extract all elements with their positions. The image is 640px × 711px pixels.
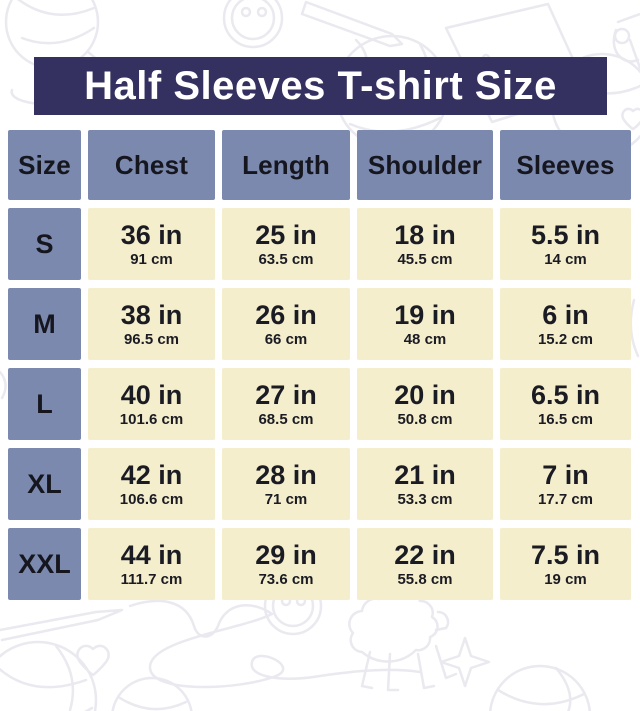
title-banner: Half Sleeves T-shirt Size bbox=[34, 57, 607, 115]
yarn-ball-icon bbox=[0, 640, 98, 711]
row-label-s: S bbox=[8, 208, 81, 280]
table-cell-m-length: 26 in 66 cm bbox=[222, 288, 350, 360]
cm-value: 71 cm bbox=[264, 490, 308, 508]
inch-value: 44 in bbox=[120, 539, 183, 570]
cm-value: 15.2 cm bbox=[537, 330, 594, 348]
yarn-string-icon bbox=[629, 298, 640, 358]
inch-value: 21 in bbox=[394, 459, 456, 490]
inch-value: 22 in bbox=[394, 539, 456, 570]
inch-value: 26 in bbox=[255, 299, 317, 330]
table-cell-l-length: 27 in 68.5 cm bbox=[222, 368, 350, 440]
cm-value: 96.5 cm bbox=[123, 330, 180, 348]
safety-pin-icon bbox=[612, 12, 640, 70]
inch-value: 42 in bbox=[120, 459, 183, 490]
cm-value: 17.7 cm bbox=[537, 490, 594, 508]
table-cell-s-sleeves: 5.5 in 14 cm bbox=[500, 208, 631, 280]
table-cell-xl-sleeves: 7 in 17.7 cm bbox=[500, 448, 631, 520]
row-label-l: L bbox=[8, 368, 81, 440]
cm-value: 106.6 cm bbox=[119, 490, 184, 508]
yarn-string-icon bbox=[128, 599, 422, 689]
table-cell-xl-chest: 42 in 106.6 cm bbox=[88, 448, 215, 520]
column-header-size: Size bbox=[8, 130, 81, 200]
inch-value: 20 in bbox=[394, 379, 456, 410]
inch-value: 7.5 in bbox=[530, 539, 601, 570]
cm-value: 66 cm bbox=[264, 330, 308, 348]
table-cell-xl-length: 28 in 71 cm bbox=[222, 448, 350, 520]
table-cell-s-chest: 36 in 91 cm bbox=[88, 208, 215, 280]
cm-value: 16.5 cm bbox=[537, 410, 594, 428]
inch-value: 25 in bbox=[255, 219, 317, 250]
cm-value: 19 cm bbox=[544, 570, 587, 588]
knitting-needle-icon bbox=[300, 0, 404, 48]
heart-icon bbox=[76, 644, 110, 677]
page-title: Half Sleeves T-shirt Size bbox=[84, 63, 557, 108]
inch-value: 36 in bbox=[120, 219, 183, 250]
table-cell-xxl-sleeves: 7.5 in 19 cm bbox=[500, 528, 631, 600]
cm-value: 45.5 cm bbox=[397, 250, 453, 268]
sparkle-icon bbox=[439, 636, 491, 688]
yarn-ball-icon bbox=[111, 676, 193, 711]
table-cell-l-sleeves: 6.5 in 16.5 cm bbox=[500, 368, 631, 440]
cm-value: 50.8 cm bbox=[397, 410, 453, 428]
table-cell-xxl-length: 29 in 73.6 cm bbox=[222, 528, 350, 600]
inch-value: 38 in bbox=[120, 299, 183, 330]
table-cell-xxl-chest: 44 in 111.7 cm bbox=[88, 528, 215, 600]
cm-value: 68.5 cm bbox=[258, 410, 314, 428]
table-cell-m-shoulder: 19 in 48 cm bbox=[357, 288, 493, 360]
inch-value: 5.5 in bbox=[530, 219, 601, 250]
inch-value: 7 in bbox=[542, 459, 589, 490]
knitting-needle-icon bbox=[0, 608, 124, 642]
table-cell-xl-shoulder: 21 in 53.3 cm bbox=[357, 448, 493, 520]
cm-value: 48 cm bbox=[403, 330, 447, 348]
cm-value: 53.3 cm bbox=[397, 490, 453, 508]
table-cell-s-length: 25 in 63.5 cm bbox=[222, 208, 350, 280]
row-label-xl: XL bbox=[8, 448, 81, 520]
cm-value: 73.6 cm bbox=[258, 570, 314, 588]
row-label-m: M bbox=[8, 288, 81, 360]
column-header-length: Length bbox=[222, 130, 350, 200]
cm-value: 63.5 cm bbox=[258, 250, 314, 268]
table-cell-m-sleeves: 6 in 15.2 cm bbox=[500, 288, 631, 360]
table-cell-s-shoulder: 18 in 45.5 cm bbox=[357, 208, 493, 280]
inch-value: 19 in bbox=[394, 299, 456, 330]
cm-value: 14 cm bbox=[544, 250, 587, 268]
inch-value: 6.5 in bbox=[530, 379, 601, 410]
inch-value: 29 in bbox=[255, 539, 317, 570]
inch-value: 18 in bbox=[394, 219, 456, 250]
column-header-sleeves: Sleeves bbox=[500, 130, 631, 200]
yarn-string-icon bbox=[0, 370, 7, 400]
cm-value: 111.7 cm bbox=[120, 570, 183, 588]
sheep-icon bbox=[348, 591, 458, 692]
size-table: Size Chest Length Shoulder Sleeves S 36 … bbox=[8, 130, 631, 600]
column-header-chest: Chest bbox=[88, 130, 215, 200]
inch-value: 28 in bbox=[255, 459, 317, 490]
table-cell-l-shoulder: 20 in 50.8 cm bbox=[357, 368, 493, 440]
table-cell-xxl-shoulder: 22 in 55.8 cm bbox=[357, 528, 493, 600]
button-icon bbox=[222, 0, 284, 49]
table-cell-m-chest: 38 in 96.5 cm bbox=[88, 288, 215, 360]
column-header-shoulder: Shoulder bbox=[357, 130, 493, 200]
table-cell-l-chest: 40 in 101.6 cm bbox=[88, 368, 215, 440]
inch-value: 27 in bbox=[255, 379, 317, 410]
cm-value: 91 cm bbox=[130, 250, 173, 268]
inch-value: 40 in bbox=[120, 379, 183, 410]
inch-value: 6 in bbox=[542, 299, 589, 330]
cm-value: 101.6 cm bbox=[119, 410, 184, 428]
yarn-ball-icon bbox=[489, 664, 591, 711]
row-label-xxl: XXL bbox=[8, 528, 81, 600]
cm-value: 55.8 cm bbox=[397, 570, 453, 588]
heart-icon bbox=[621, 107, 640, 131]
